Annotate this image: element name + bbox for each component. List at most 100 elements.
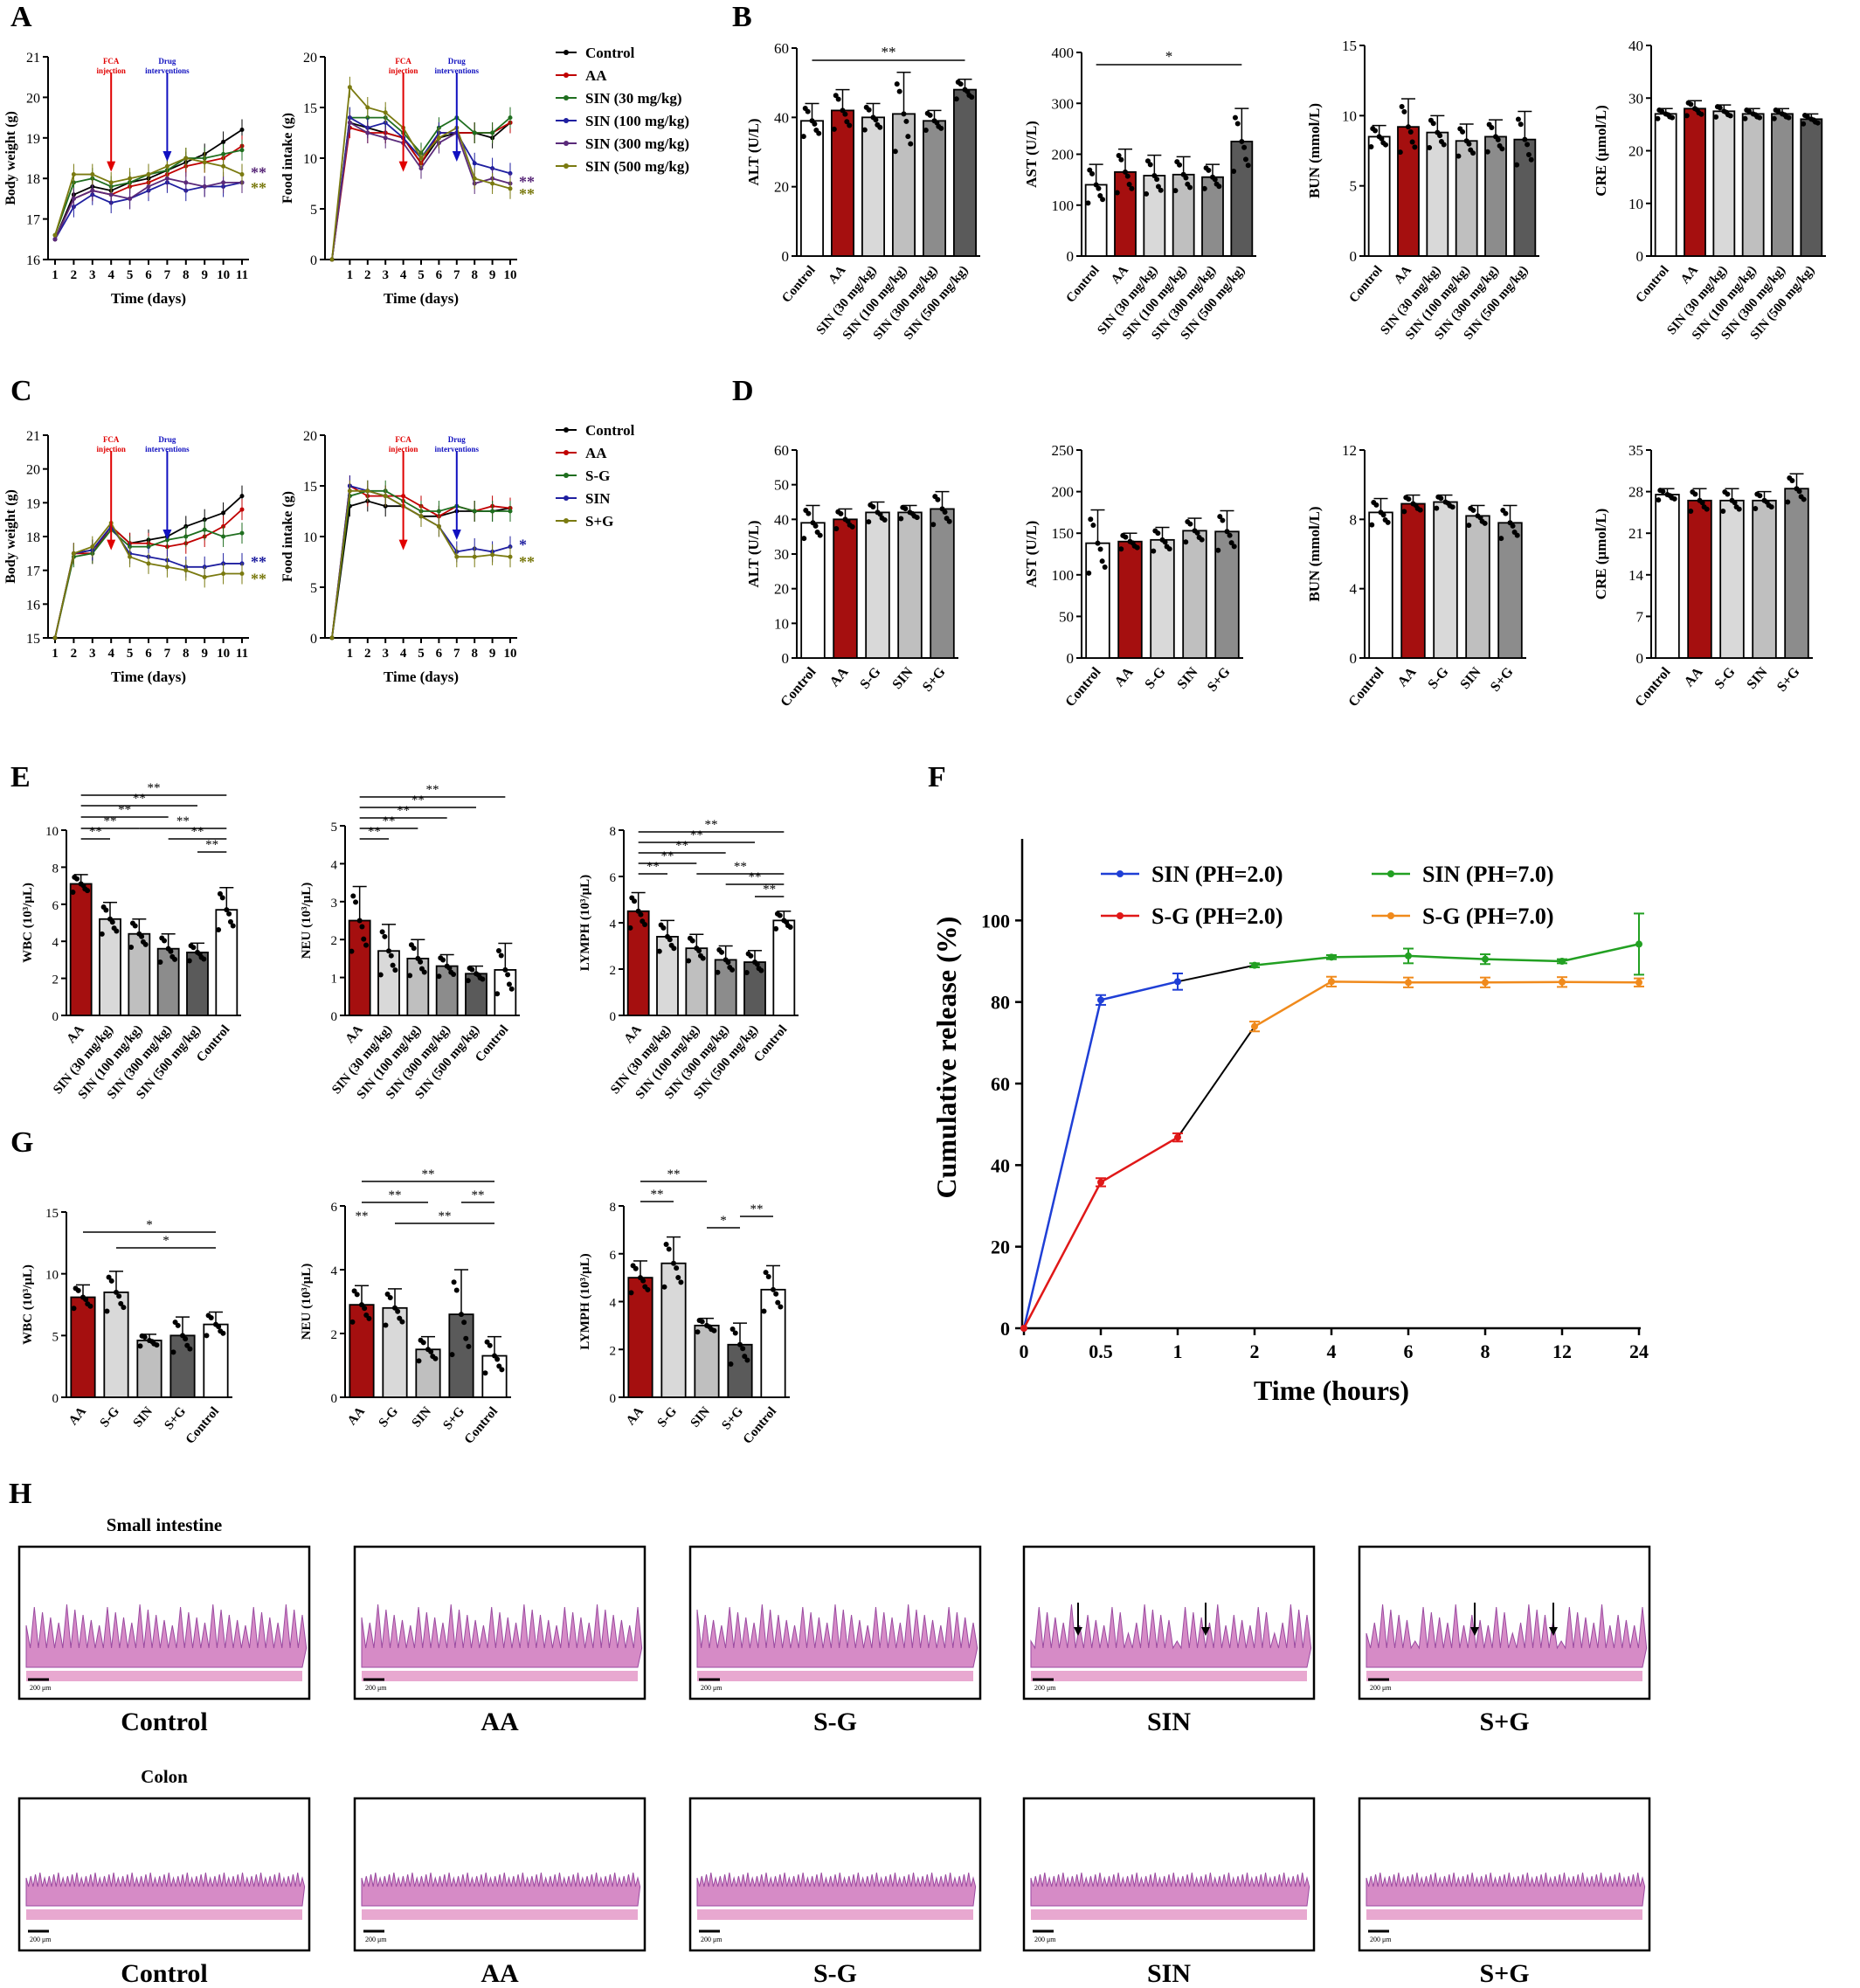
significance-brackets: ** ** ** ** ** — [356, 1167, 494, 1224]
y-tick-label: 2 — [331, 934, 338, 948]
y-tick-label: 10 — [45, 825, 59, 839]
scatter-point — [498, 952, 504, 959]
scatter-point — [147, 1337, 152, 1343]
legend-dot — [564, 118, 569, 123]
scatter-point — [1522, 136, 1528, 142]
x-tick-label: 5 — [418, 647, 425, 661]
y-tick-label: 0 — [52, 1392, 59, 1406]
y-tick-label: 16 — [26, 598, 40, 613]
y-tick-label: 6 — [331, 1201, 338, 1215]
scatter-point — [1457, 126, 1463, 132]
scatter-point — [1761, 497, 1767, 503]
scatter-point — [1203, 165, 1209, 171]
scatter-point — [157, 959, 163, 965]
data-point — [164, 176, 169, 181]
x-tick-label: 7 — [164, 647, 171, 661]
x-tick-label: 1 — [347, 268, 354, 282]
y-tick-label: 8 — [1350, 511, 1358, 528]
scatter-point — [1183, 539, 1189, 545]
scatter-point — [728, 1361, 734, 1367]
bar-AA — [1400, 502, 1426, 659]
x-tick-label: 5 — [127, 268, 134, 282]
panel-letter-G: G — [10, 1126, 33, 1159]
y-tick-label: 0 — [1636, 650, 1644, 667]
data-point — [146, 184, 151, 189]
bar-AA — [1117, 540, 1143, 659]
significance-mark: ** — [104, 814, 117, 828]
scatter-point — [936, 123, 942, 129]
line-chart-A1: 16 17 18 19 20 21 1 2 3 4 5 6 7 8 9 10 11 Time (days) Body… — [3, 51, 266, 307]
data-point — [239, 530, 245, 536]
scatter-point — [494, 991, 501, 997]
scatter-point — [204, 1333, 210, 1339]
y-tick-label: 14 — [1628, 567, 1644, 584]
y-tick-label: 4 — [610, 918, 617, 932]
scatter-point — [1129, 185, 1135, 191]
x-tick-label: 11 — [236, 647, 248, 661]
scatter-point — [1525, 142, 1531, 148]
data-point — [183, 568, 189, 573]
y-axis-label: Food intake (g) — [280, 113, 295, 204]
bar-SIN — [1465, 515, 1490, 659]
legend-dot — [564, 163, 569, 169]
data-point — [1405, 979, 1412, 987]
scatter-point — [1742, 115, 1748, 121]
data-point — [365, 488, 370, 494]
data-point — [183, 180, 189, 185]
bar-SIN (100 mg/kg) — [1741, 113, 1765, 257]
drug-label: interventions — [435, 66, 480, 75]
scatter-point — [363, 942, 370, 948]
scatter-point — [1515, 116, 1521, 122]
scatter-point — [1435, 129, 1441, 135]
scatter-point — [108, 1278, 114, 1284]
data-point — [472, 130, 477, 135]
scatter-point — [923, 128, 929, 134]
scatter-point — [361, 936, 367, 942]
y-tick-label: 21 — [26, 429, 40, 444]
significance-mark: ** — [439, 1209, 452, 1223]
scatter-point — [833, 526, 840, 532]
data-point — [508, 186, 513, 191]
scatter-point — [803, 508, 809, 514]
y-tick-label: 100 — [1052, 197, 1075, 214]
y-tick-label: 2 — [610, 964, 617, 978]
scatter-point — [73, 1285, 79, 1292]
scatter-point — [781, 918, 787, 924]
scatter-point — [861, 127, 868, 133]
x-tick-label: 3 — [89, 647, 96, 661]
legend-dot — [564, 450, 569, 455]
scatter-point — [505, 972, 511, 978]
y-tick-label: 40 — [1628, 38, 1643, 54]
scatter-point — [1403, 495, 1409, 501]
group-label: S+G — [1479, 1959, 1529, 1988]
y-tick-label: 0 — [782, 248, 790, 265]
fca-label: injection — [96, 66, 126, 75]
data-point — [71, 196, 76, 201]
scatter-point — [121, 1305, 127, 1311]
scatter-point — [1663, 111, 1669, 117]
scatter-point — [453, 1287, 460, 1293]
legend-dot — [564, 141, 569, 146]
scale-bar-label: 200 μm — [701, 1684, 723, 1692]
data-point — [239, 148, 245, 153]
drug-label: interventions — [145, 445, 190, 454]
scatter-point — [752, 959, 757, 966]
x-tick-label: 0.5 — [1089, 1340, 1113, 1362]
scatter-point — [492, 1353, 497, 1359]
drug-arrowhead — [452, 530, 461, 540]
group-label: AA — [481, 1707, 519, 1736]
data-point — [221, 163, 226, 169]
scatter-point — [668, 942, 674, 948]
scatter-point — [205, 1313, 211, 1319]
bar-SIN — [694, 1324, 720, 1398]
bar-SIN (300 mg/kg) — [1771, 113, 1794, 257]
x-tick-label: 9 — [201, 268, 208, 282]
scatter-point — [1486, 121, 1492, 128]
fca-arrowhead — [107, 161, 116, 172]
x-category-label: S-G — [1142, 664, 1169, 692]
scatter-point — [1090, 523, 1096, 529]
scatter-point — [642, 1284, 648, 1290]
scatter-point — [1484, 149, 1490, 155]
scatter-point — [224, 907, 230, 913]
